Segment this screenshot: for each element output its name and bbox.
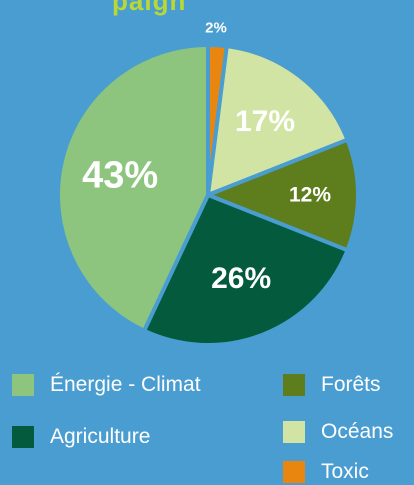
legend-swatch-toxic xyxy=(283,461,305,483)
legend-item-toxic: Toxic xyxy=(283,460,369,484)
page-title-partial: paign xyxy=(112,0,187,16)
data-label-forets: 12% xyxy=(289,184,331,207)
legend-label-forets: Forêts xyxy=(321,373,381,396)
legend-item-oceans: Océans xyxy=(283,420,393,444)
pie-slice-energie-climat xyxy=(56,43,210,333)
legend-label-agriculture: Agriculture xyxy=(50,425,151,448)
legend-swatch-energie-climat xyxy=(12,374,34,396)
legend-item-agriculture: Agriculture xyxy=(12,425,150,449)
legend-swatch-oceans xyxy=(283,421,305,443)
pie-slice-agriculture xyxy=(142,193,350,347)
legend-item-energie-climat: Énergie - Climat xyxy=(12,373,201,397)
data-label-energie-climat: 43% xyxy=(82,154,158,196)
legend-swatch-forets xyxy=(283,374,305,396)
legend-label-toxic: Toxic xyxy=(321,460,369,483)
legend-swatch-agriculture xyxy=(12,426,34,448)
pie-slice-forets xyxy=(206,137,360,253)
pie-data-labels: 2% 17% 12% 26% 43% xyxy=(82,20,331,296)
data-label-oceans: 17% xyxy=(235,105,295,138)
legend-item-forets: Forêts xyxy=(283,373,381,397)
data-label-agriculture: 26% xyxy=(211,262,271,295)
pie-slice-oceans xyxy=(206,44,350,197)
data-label-toxic: 2% xyxy=(205,20,227,37)
legend-label-oceans: Océans xyxy=(321,420,394,443)
pie-slices xyxy=(56,43,360,347)
legend-label-energie-climat: Énergie - Climat xyxy=(50,373,201,396)
